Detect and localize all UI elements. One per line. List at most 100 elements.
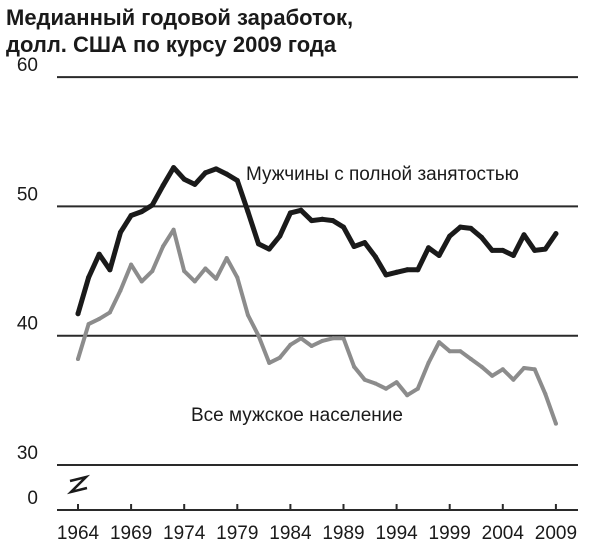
x-tick-label: 1969 [110,523,152,544]
series-1-point [202,170,208,176]
x-tick-label: 2009 [535,523,577,544]
series-1-point [149,202,155,208]
series-1-point [436,253,442,258]
series-2-point [299,336,303,341]
axis-break-icon [66,474,91,495]
series-1-point [234,178,240,183]
series-1-point [362,240,368,246]
y-axis-tick-labels: 0 30 40 50 60 [17,55,38,509]
y-tick-label: 0 [27,488,38,509]
series-2-point [341,336,346,341]
series-1-point [245,209,251,215]
series-1-point [277,233,283,239]
x-tick-label: 1994 [375,523,418,544]
series-1-point [287,210,293,216]
series-2-point [490,373,495,378]
series-1-point [298,207,304,213]
series-1-point [96,251,102,257]
series-2-point [522,366,526,370]
series-2-point [139,279,144,284]
series-2-point [129,262,134,267]
x-tick-label: 1979 [216,523,258,544]
series-1-point [468,225,474,231]
series-2-point [479,364,484,369]
axis-break-mark [66,474,91,495]
series-2-point [405,393,410,398]
series-2-point [437,340,442,345]
chart-title: Медианный годовой заработок, долл. США п… [6,4,353,58]
series-2-point [203,266,208,271]
series-line-1 [75,165,559,317]
series-1-point [213,166,219,172]
chart-title-line-2: долл. США по курсу 2009 года [6,32,337,57]
series-2-point [500,367,505,372]
series-label-1: Мужчины с полной занятостью [246,164,519,185]
series-2-point [468,357,473,361]
series-2-point [192,279,197,284]
series-1-point [351,244,357,249]
series-1-point [415,267,421,273]
series-1-point [489,247,495,253]
series-1-point [75,311,81,317]
series-1-point [542,246,548,252]
series-2-point [511,377,516,382]
series-1-point [128,213,134,218]
series-label-2: Все мужское население [191,405,403,426]
series-1-point [118,229,123,235]
chart-title-line-1: Медианный годовой заработок, [6,5,354,30]
series-2-point [182,269,187,274]
series-1-point [330,218,336,224]
series-1-point [160,183,166,189]
grid-lines [57,76,578,511]
series-2-point [394,380,399,385]
series-2-point [362,377,367,382]
series-1-point [86,275,92,280]
series-labels: Мужчины с полной занятостью Все мужское н… [191,164,519,426]
series-1-point [510,253,516,258]
x-tick-label: 1984 [269,523,312,544]
series-2-point [214,276,219,281]
x-tick-label: 1999 [429,523,471,544]
series-1-point [500,247,506,253]
y-tick-label: 60 [17,55,38,76]
series-1-point [192,181,198,187]
series-1-point [479,234,485,240]
series-1-point [341,224,346,230]
series-1-point [256,241,261,247]
x-tick-label: 1964 [57,523,100,544]
series-1-point [383,272,389,278]
series-2-point [320,338,325,343]
series-1-point [394,269,400,275]
series-1-point [224,171,230,177]
series-2-point [267,360,272,365]
series-2-point [447,349,452,354]
y-tick-label: 30 [17,443,38,464]
series-2-point [458,349,463,354]
series-1-point [171,165,177,171]
series-1-point [266,246,272,252]
series-2-point [352,364,357,369]
x-tick-label: 1989 [322,523,364,544]
series-2-point [171,227,176,232]
series-2-point [373,381,378,386]
y-tick-label: 50 [17,184,38,205]
series-1-point [319,216,325,222]
series-2-point [86,322,91,327]
x-tick-label: 1974 [163,523,206,544]
series-1-point [457,224,463,230]
series-1-point [447,233,453,239]
series-2-point [107,310,112,315]
series-1-point [372,254,378,260]
series-1-point [521,232,527,238]
series-2-point [256,333,261,338]
series-2-point [288,342,293,347]
y-tick-label: 40 [17,314,38,335]
series-1-point [139,209,145,215]
series-1-point [553,231,559,237]
series-1-point [532,247,538,253]
series-2-point [384,386,388,391]
series-2-point [309,344,314,348]
series-1-point [426,245,431,251]
series-2-point [277,355,282,360]
series-2-point [330,336,335,341]
